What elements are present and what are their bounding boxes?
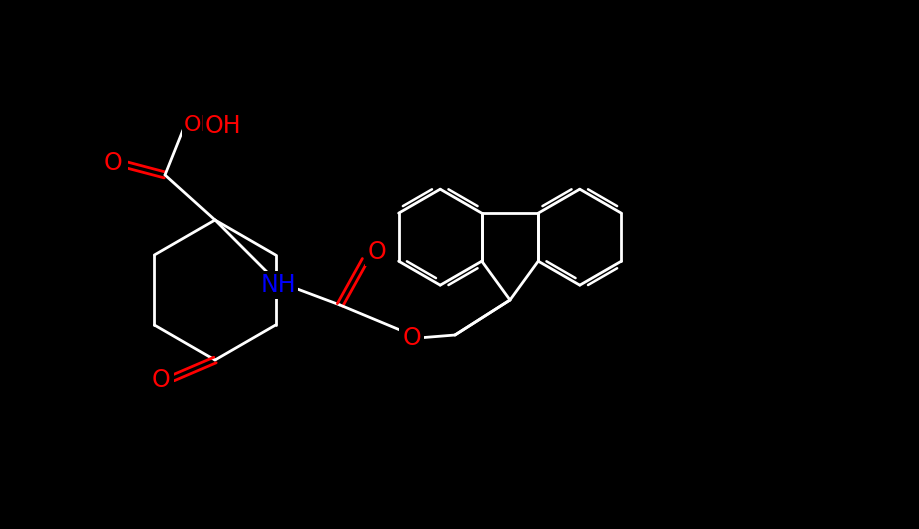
Text: OH: OH — [205, 114, 242, 138]
Text: O: O — [366, 242, 383, 262]
Text: O: O — [154, 370, 172, 390]
Text: O: O — [104, 151, 122, 175]
Text: O: O — [401, 328, 418, 348]
Text: NH: NH — [260, 273, 296, 297]
Text: OH: OH — [184, 115, 218, 135]
Text: O: O — [368, 240, 386, 264]
Text: O: O — [108, 153, 126, 173]
Text: O: O — [403, 326, 421, 350]
Text: O: O — [152, 368, 170, 392]
Text: NH: NH — [258, 273, 291, 293]
